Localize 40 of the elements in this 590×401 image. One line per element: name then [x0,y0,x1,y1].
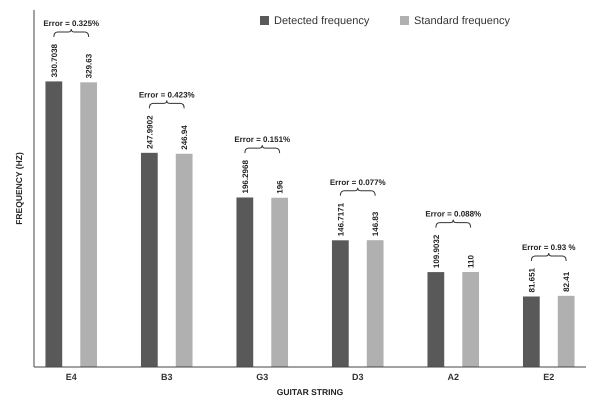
data-label: 196 [276,180,285,194]
data-label: 82.41 [562,271,572,292]
bar [558,296,575,367]
x-tick-label: A2 [447,372,460,382]
data-label: 247.9902 [145,114,154,149]
x-tick-label: B3 [160,372,173,382]
data-label: 146.83 [371,211,380,236]
bar [427,272,444,367]
text: Error = 0.325% [43,19,100,28]
legend-label: Detected frequency [274,15,370,27]
data-label: 329.63 [84,53,94,78]
annotation: Error = 0.93 % [522,243,576,252]
data-label: 330.7038 [50,43,59,78]
bar [462,272,480,367]
x-tick-label: G3 [256,372,268,382]
bar [332,240,349,367]
bar [80,82,98,367]
data-label: 109.9032 [432,234,441,268]
bar [236,197,254,367]
data-label: 146.7171 [336,202,346,236]
x-axis-title: GUITAR STRING [276,387,344,397]
legend-label: Standard frequency [414,15,511,27]
bar [366,240,384,367]
annotation: Error = 0.423% [138,90,195,100]
annotation: Error = 0.077% [330,178,386,187]
data-label: 81.651 [527,267,536,292]
data-label: 196.2968 [240,160,250,194]
bar [271,198,288,367]
x-tick-label: D3 [352,372,364,382]
bar [176,154,193,367]
x-tick-label: E4 [66,372,77,382]
y-axis-title: FREQUENCY (HZ) [14,152,24,225]
annotation: Error = 0.151% [234,135,290,144]
x-tick-label: E2 [543,372,554,382]
data-label: 246.94 [180,124,190,150]
bar [45,81,62,367]
bar [140,152,158,367]
bar [522,296,540,367]
data-label: 110 [466,254,476,268]
annotation: Error = 0.088% [425,210,482,219]
